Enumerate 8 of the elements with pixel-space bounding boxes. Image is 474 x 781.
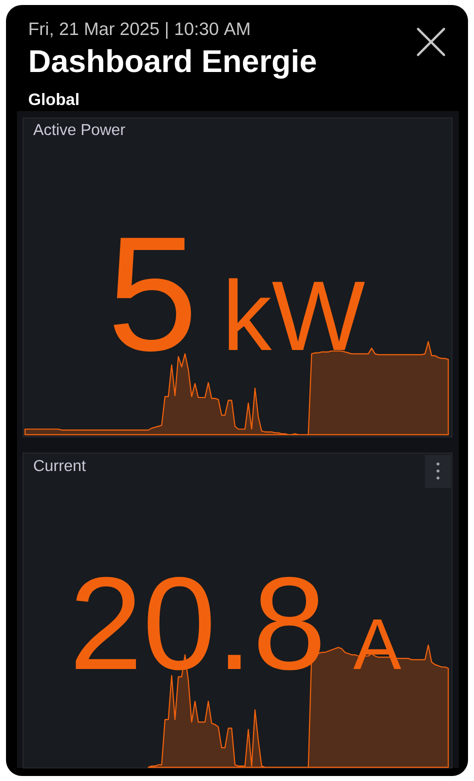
text: Dashboard Energie: [30, 49, 316, 79]
text: Fri, 21 Mar 2025 | 10:30 AM: [30, 22, 250, 39]
annotation: kW: [228, 278, 365, 350]
annotation: 20.8: [76, 576, 320, 670]
annotation: 5: [114, 238, 192, 352]
chart-title: Current: [34, 460, 86, 472]
chart-title: Active Power: [33, 124, 126, 136]
text: Global: [28, 93, 78, 106]
